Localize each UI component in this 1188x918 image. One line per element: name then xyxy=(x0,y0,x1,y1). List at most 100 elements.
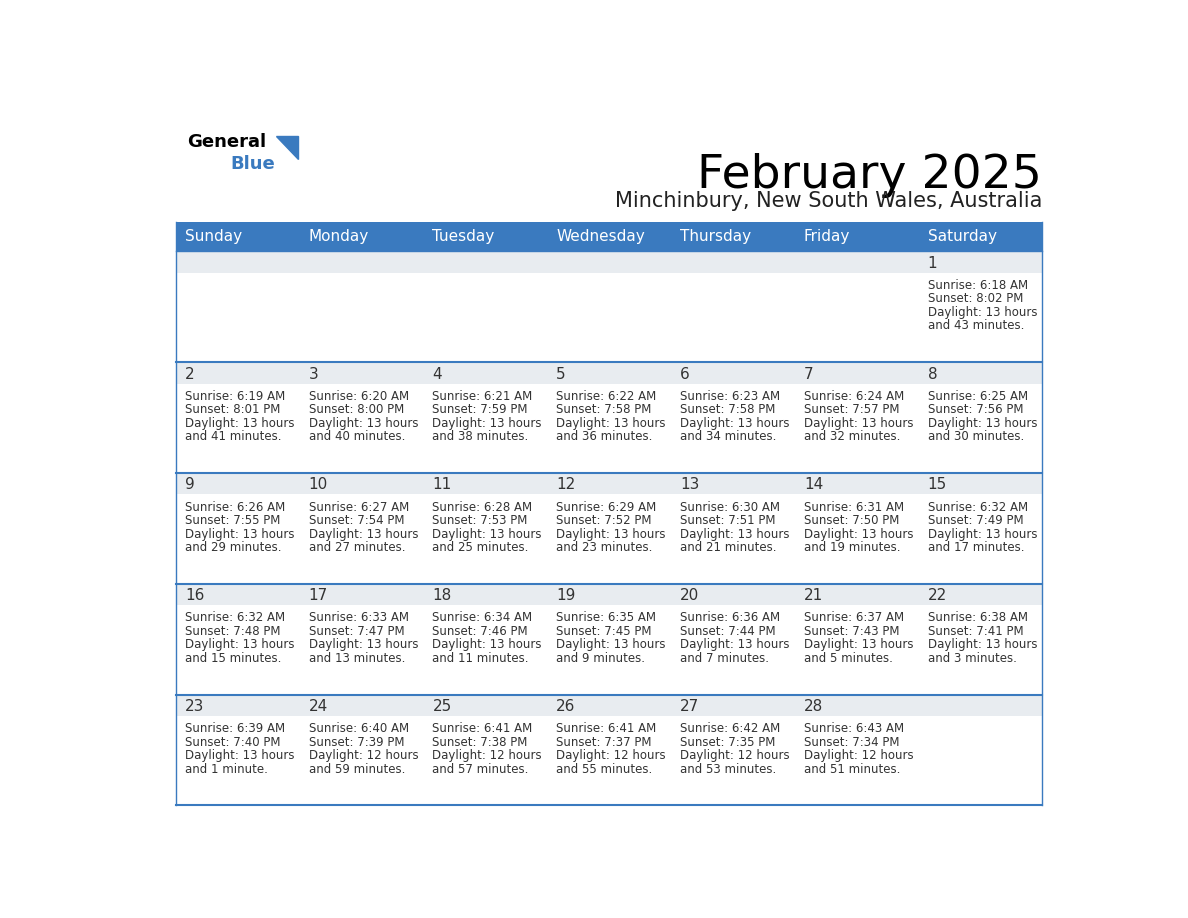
Bar xyxy=(918,384,1042,473)
Text: 12: 12 xyxy=(556,477,575,492)
Text: 7: 7 xyxy=(804,366,814,382)
Text: Sunrise: 6:33 AM: Sunrise: 6:33 AM xyxy=(309,611,409,624)
Bar xyxy=(546,716,671,805)
Bar xyxy=(671,695,795,716)
Text: 22: 22 xyxy=(928,588,947,603)
Text: Daylight: 13 hours: Daylight: 13 hours xyxy=(556,528,665,541)
Text: General: General xyxy=(188,133,266,151)
Bar xyxy=(423,273,546,362)
Text: Sunset: 7:34 PM: Sunset: 7:34 PM xyxy=(804,736,899,749)
Text: Daylight: 13 hours: Daylight: 13 hours xyxy=(680,417,790,430)
Text: and 53 minutes.: and 53 minutes. xyxy=(680,763,776,776)
Text: Sunset: 7:43 PM: Sunset: 7:43 PM xyxy=(804,625,899,638)
Bar xyxy=(423,222,546,251)
Text: Sunset: 7:35 PM: Sunset: 7:35 PM xyxy=(680,736,776,749)
Text: 5: 5 xyxy=(556,366,565,382)
Text: 13: 13 xyxy=(680,477,700,492)
Text: Daylight: 13 hours: Daylight: 13 hours xyxy=(185,528,295,541)
Text: Tuesday: Tuesday xyxy=(432,229,494,244)
Text: Saturday: Saturday xyxy=(928,229,997,244)
Bar xyxy=(795,695,918,716)
Bar xyxy=(546,605,671,695)
Text: Sunrise: 6:35 AM: Sunrise: 6:35 AM xyxy=(556,611,656,624)
Bar xyxy=(176,222,299,251)
Bar xyxy=(546,362,671,384)
Text: Daylight: 13 hours: Daylight: 13 hours xyxy=(928,306,1037,319)
Bar xyxy=(423,473,546,495)
Bar xyxy=(176,605,299,695)
Text: and 41 minutes.: and 41 minutes. xyxy=(185,431,282,443)
Text: Daylight: 13 hours: Daylight: 13 hours xyxy=(309,638,418,652)
Text: Daylight: 13 hours: Daylight: 13 hours xyxy=(309,528,418,541)
Polygon shape xyxy=(277,137,298,160)
Bar xyxy=(299,251,423,273)
Bar xyxy=(918,605,1042,695)
Bar xyxy=(795,384,918,473)
Text: Sunset: 7:51 PM: Sunset: 7:51 PM xyxy=(680,514,776,527)
Bar xyxy=(918,251,1042,273)
Text: and 43 minutes.: and 43 minutes. xyxy=(928,319,1024,332)
Bar xyxy=(671,495,795,584)
Text: Sunrise: 6:39 AM: Sunrise: 6:39 AM xyxy=(185,722,285,735)
Text: 23: 23 xyxy=(185,700,204,714)
Text: Sunrise: 6:31 AM: Sunrise: 6:31 AM xyxy=(804,500,904,513)
Bar xyxy=(918,273,1042,362)
Text: Sunrise: 6:37 AM: Sunrise: 6:37 AM xyxy=(804,611,904,624)
Text: Sunrise: 6:26 AM: Sunrise: 6:26 AM xyxy=(185,500,285,513)
Text: Sunrise: 6:22 AM: Sunrise: 6:22 AM xyxy=(556,389,657,403)
Text: Daylight: 12 hours: Daylight: 12 hours xyxy=(556,749,666,762)
Text: Daylight: 13 hours: Daylight: 13 hours xyxy=(804,417,914,430)
Text: 10: 10 xyxy=(309,477,328,492)
Text: Daylight: 13 hours: Daylight: 13 hours xyxy=(309,417,418,430)
Text: and 29 minutes.: and 29 minutes. xyxy=(185,541,282,554)
Bar xyxy=(546,222,671,251)
Text: 1: 1 xyxy=(928,256,937,271)
Text: Sunset: 7:48 PM: Sunset: 7:48 PM xyxy=(185,625,280,638)
Bar xyxy=(918,495,1042,584)
Text: Daylight: 13 hours: Daylight: 13 hours xyxy=(680,528,790,541)
Text: and 30 minutes.: and 30 minutes. xyxy=(928,431,1024,443)
Text: Thursday: Thursday xyxy=(680,229,751,244)
Text: 3: 3 xyxy=(309,366,318,382)
Text: Sunset: 7:52 PM: Sunset: 7:52 PM xyxy=(556,514,652,527)
Text: 28: 28 xyxy=(804,700,823,714)
Bar xyxy=(795,251,918,273)
Text: Sunrise: 6:32 AM: Sunrise: 6:32 AM xyxy=(928,500,1028,513)
Text: Sunset: 7:54 PM: Sunset: 7:54 PM xyxy=(309,514,404,527)
Text: Sunday: Sunday xyxy=(185,229,242,244)
Bar xyxy=(918,362,1042,384)
Text: and 55 minutes.: and 55 minutes. xyxy=(556,763,652,776)
Text: Sunset: 7:45 PM: Sunset: 7:45 PM xyxy=(556,625,652,638)
Text: Sunset: 7:58 PM: Sunset: 7:58 PM xyxy=(680,403,776,416)
Bar xyxy=(423,605,546,695)
Bar xyxy=(795,273,918,362)
Bar xyxy=(795,222,918,251)
Bar xyxy=(546,273,671,362)
Text: Sunset: 8:01 PM: Sunset: 8:01 PM xyxy=(185,403,280,416)
Text: Sunrise: 6:43 AM: Sunrise: 6:43 AM xyxy=(804,722,904,735)
Bar xyxy=(671,222,795,251)
Text: 26: 26 xyxy=(556,700,576,714)
Text: Sunset: 7:41 PM: Sunset: 7:41 PM xyxy=(928,625,1023,638)
Text: Daylight: 13 hours: Daylight: 13 hours xyxy=(804,528,914,541)
Text: Daylight: 13 hours: Daylight: 13 hours xyxy=(556,417,665,430)
Bar xyxy=(546,695,671,716)
Bar xyxy=(671,362,795,384)
Text: 21: 21 xyxy=(804,588,823,603)
Text: Daylight: 13 hours: Daylight: 13 hours xyxy=(928,417,1037,430)
Text: 24: 24 xyxy=(309,700,328,714)
Text: Sunset: 7:59 PM: Sunset: 7:59 PM xyxy=(432,403,527,416)
Bar xyxy=(176,251,299,273)
Text: Sunrise: 6:32 AM: Sunrise: 6:32 AM xyxy=(185,611,285,624)
Text: and 7 minutes.: and 7 minutes. xyxy=(680,652,769,665)
Text: Daylight: 13 hours: Daylight: 13 hours xyxy=(185,638,295,652)
Bar xyxy=(299,584,423,605)
Text: and 9 minutes.: and 9 minutes. xyxy=(556,652,645,665)
Bar xyxy=(423,695,546,716)
Bar xyxy=(546,473,671,495)
Text: Daylight: 13 hours: Daylight: 13 hours xyxy=(680,638,790,652)
Bar xyxy=(176,716,299,805)
Text: Daylight: 13 hours: Daylight: 13 hours xyxy=(928,638,1037,652)
Text: Sunrise: 6:27 AM: Sunrise: 6:27 AM xyxy=(309,500,409,513)
Text: Sunset: 7:37 PM: Sunset: 7:37 PM xyxy=(556,736,652,749)
